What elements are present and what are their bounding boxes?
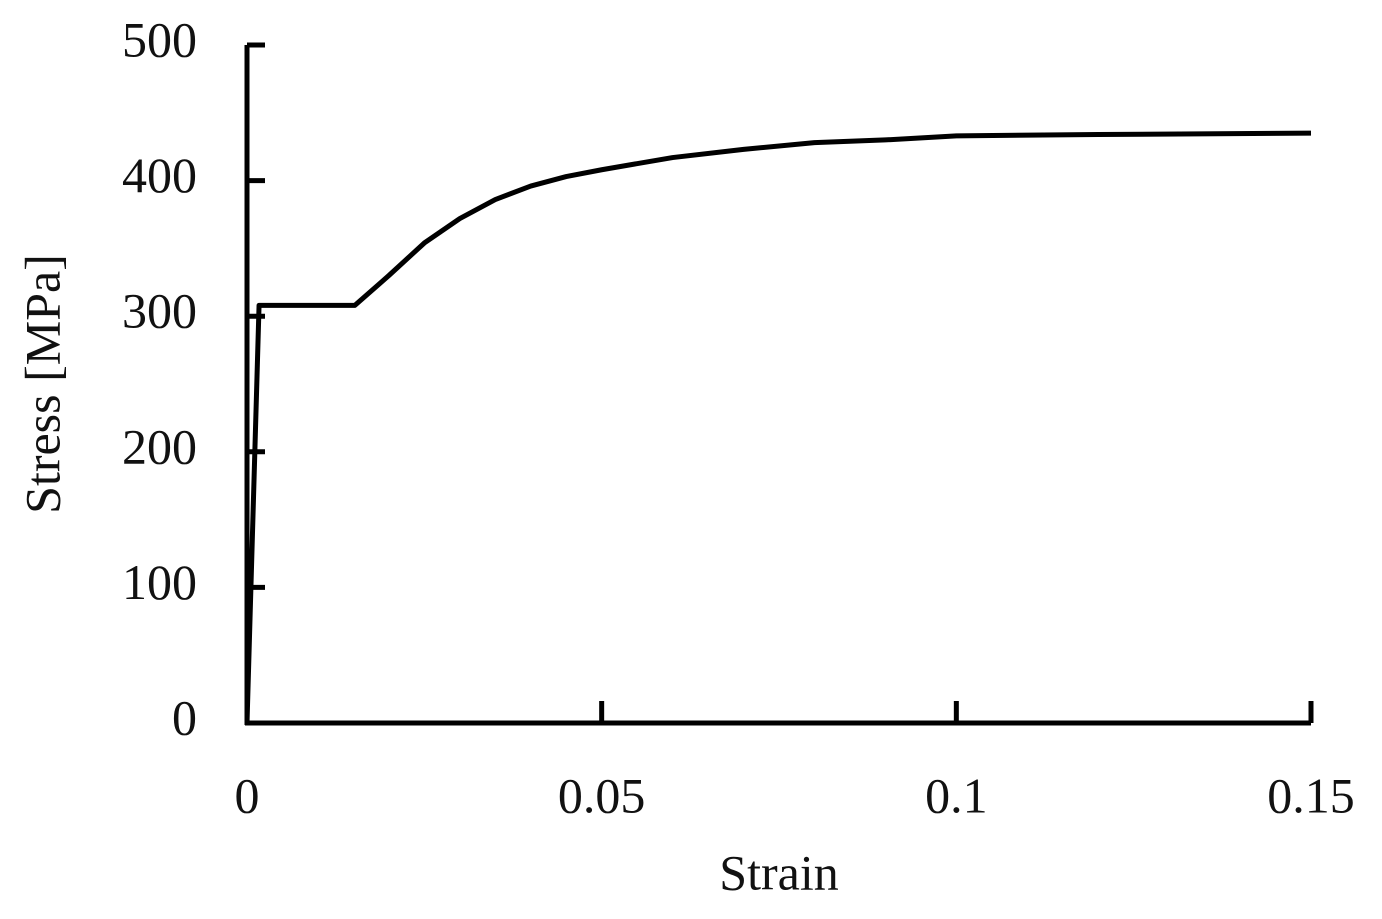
x-tick-label: 0.15 — [1267, 767, 1355, 823]
y-tick-label: 0 — [172, 689, 197, 745]
x-axis-label: Strain — [719, 844, 838, 900]
y-axis-label: Stress [MPa] — [14, 254, 70, 514]
y-tick-label: 200 — [122, 418, 197, 474]
y-tick-label: 400 — [122, 147, 197, 203]
line-series — [244, 130, 1312, 724]
y-tick-label: 500 — [122, 11, 197, 67]
x-tick-label: 0.1 — [925, 767, 988, 823]
x-tick-label: 0 — [235, 767, 260, 823]
y-tick-label: 300 — [122, 283, 197, 339]
x-tick-label: 0.05 — [558, 767, 646, 823]
y-tick-label: 100 — [122, 554, 197, 610]
